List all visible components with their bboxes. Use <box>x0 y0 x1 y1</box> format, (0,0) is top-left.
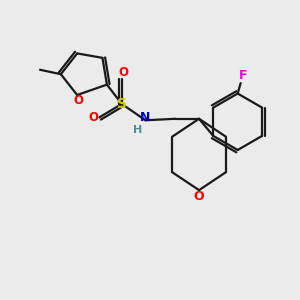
Text: O: O <box>118 66 128 79</box>
Text: S: S <box>117 97 127 111</box>
Text: O: O <box>74 94 84 107</box>
Text: O: O <box>88 111 98 124</box>
Text: N: N <box>140 111 151 124</box>
Text: O: O <box>194 190 204 203</box>
Text: H: H <box>133 125 142 135</box>
Text: F: F <box>239 69 247 82</box>
